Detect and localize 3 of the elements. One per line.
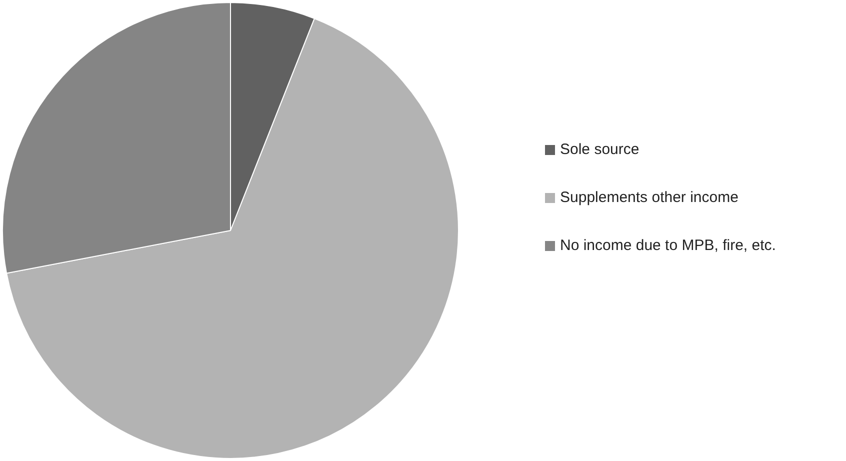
legend-label: No income due to MPB, fire, etc. [560,236,776,256]
legend-label: Supplements other income [560,188,738,208]
legend-label: Sole source [560,140,640,160]
